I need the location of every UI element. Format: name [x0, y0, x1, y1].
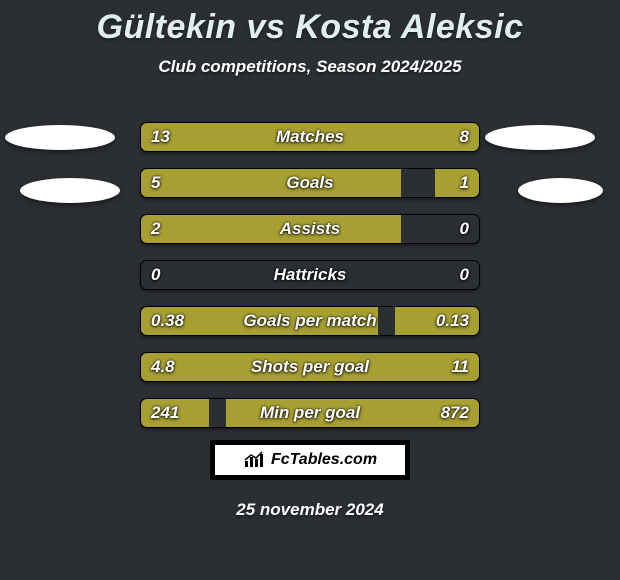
page-title: Gültekin vs Kosta Aleksic	[0, 0, 620, 47]
subtitle: Club competitions, Season 2024/2025	[0, 57, 620, 77]
bar-right	[395, 307, 480, 335]
value-left: 0	[151, 261, 160, 289]
bar-right	[226, 399, 480, 427]
player-ellipse-left	[20, 178, 120, 203]
stat-label: Hattricks	[141, 261, 479, 289]
player-ellipse-left	[5, 125, 115, 150]
logo-text: FcTables.com	[271, 451, 377, 469]
bar-left	[141, 307, 378, 335]
stat-row: 0 0Hattricks	[140, 260, 480, 290]
comparison-chart: 138Matches51Goals20Assists00Hattricks0.3…	[140, 122, 480, 444]
bar-right	[435, 169, 479, 197]
value-right: 0	[460, 261, 469, 289]
bar-right	[242, 353, 479, 381]
stat-row: 20Assists	[140, 214, 480, 244]
bar-left	[141, 353, 242, 381]
player-ellipse-right	[485, 125, 595, 150]
stat-row: 241872Min per goal	[140, 398, 480, 428]
bar-left	[141, 123, 351, 151]
bar-left	[141, 215, 401, 243]
bar-left	[141, 169, 401, 197]
value-right: 0	[460, 215, 469, 243]
stat-row: 51Goals	[140, 168, 480, 198]
stat-row: 4.811Shots per goal	[140, 352, 480, 382]
bar-left	[141, 399, 209, 427]
logo-fctables: FcTables.com	[210, 440, 410, 480]
bar-right	[351, 123, 479, 151]
stat-row: 138Matches	[140, 122, 480, 152]
chart-icon	[243, 451, 265, 469]
player-ellipse-right	[518, 178, 603, 203]
date-label: 25 november 2024	[0, 500, 620, 520]
stat-row: 0.380.13Goals per match	[140, 306, 480, 336]
